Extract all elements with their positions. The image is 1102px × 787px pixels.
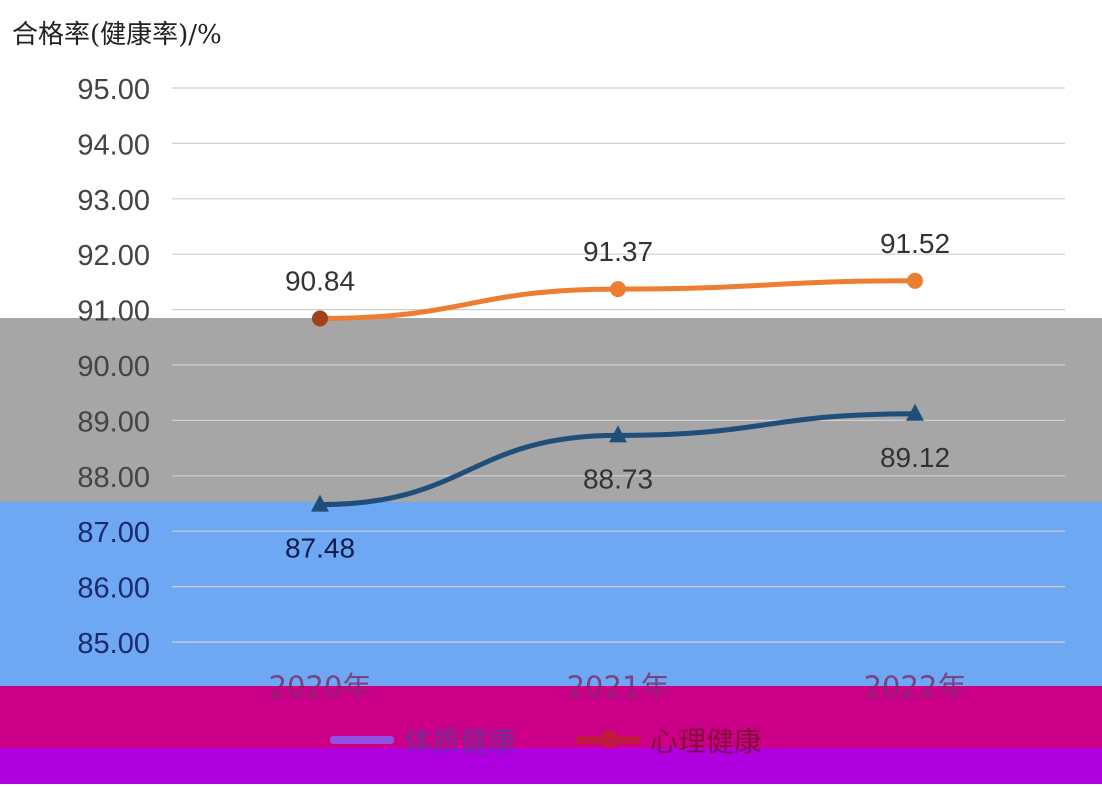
data-label: 87.48 [285,533,355,564]
overlay-band-blue [0,502,1102,686]
legend-item-physical[interactable]: 体质健康 [330,720,516,760]
y-tick-label: 89.00 [77,406,150,438]
y-tick-label: 92.00 [77,240,150,272]
data-label: 90.84 [285,265,355,296]
data-label: 91.52 [880,228,950,259]
data-label: 88.73 [583,463,653,494]
y-tick-label: 90.00 [77,351,150,383]
overlay-band-magenta [0,686,1102,758]
data-point-triangle [906,403,924,421]
x-tick-label: 2022年 [864,670,967,704]
overlay-band-purple [0,748,1102,784]
data-point-circle [610,281,626,298]
y-tick-label: 95.00 [77,74,150,106]
y-tick-label: 86.00 [77,573,150,605]
data-point-triangle [609,425,627,443]
y-tick-label: 91.00 [77,296,150,328]
y-tick-label: 93.00 [77,185,150,217]
y-axis-title: 合格率(健康率)/% [12,20,222,50]
legend-label-mental: 心理健康 [650,725,763,758]
data-point-circle [907,272,923,289]
y-tick-label: 94.00 [77,129,150,161]
data-label: 89.12 [880,442,950,473]
legend: 体质健康 心理健康 [330,718,762,762]
legend-swatch-triangle-icon [330,736,394,744]
x-tick-label: 2021年 [567,670,670,704]
data-point-circle [312,310,328,327]
data-label: 91.37 [583,236,653,267]
data-point-triangle [311,494,329,512]
x-tick-label: 2020年 [269,670,372,704]
y-tick-label: 85.00 [77,628,150,660]
legend-swatch-circle-icon [576,730,641,748]
y-tick-label: 87.00 [77,517,150,549]
y-tick-label: 88.00 [77,462,150,494]
legend-label-physical: 体质健康 [404,725,517,758]
legend-item-mental[interactable]: 心理健康 [576,720,762,760]
